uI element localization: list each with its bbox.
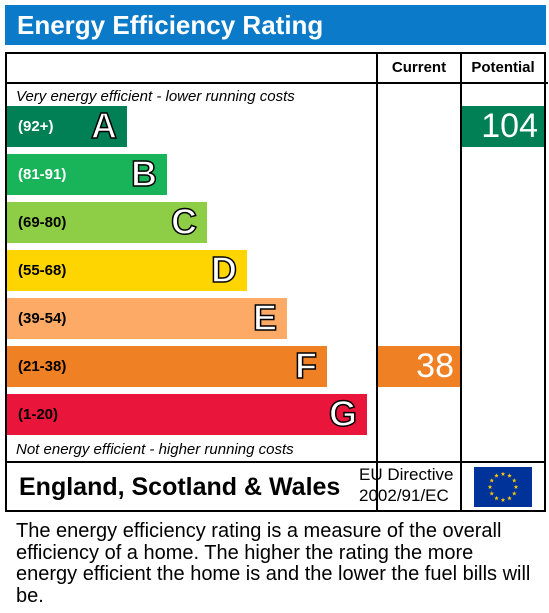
band-letter: C	[170, 200, 198, 243]
header-divider	[7, 82, 548, 84]
divider-current	[376, 54, 378, 510]
region-label: England, Scotland & Wales	[19, 473, 341, 501]
current-rating: 38	[378, 346, 460, 387]
divider-potential	[460, 54, 462, 510]
band-range-label: (81-91)	[18, 166, 67, 183]
eu-star-icon	[500, 497, 506, 502]
band-b: (81-91) B	[7, 152, 167, 195]
band-letter: F	[294, 344, 318, 387]
eu-flag-icon	[474, 467, 532, 507]
eu-star-icon	[494, 473, 499, 478]
eu-star-icon	[507, 495, 512, 501]
eu-directive-line2: 2002/91/EC	[359, 486, 449, 505]
eu-star-icon	[494, 495, 499, 501]
note-bottom: Not energy efficient - higher running co…	[16, 441, 294, 458]
band-range-label: (39-54)	[18, 310, 67, 327]
band-g: (1-20) G	[7, 392, 367, 435]
description: The energy efficiency rating is a measur…	[16, 520, 531, 607]
band-range-label: (55-68)	[18, 262, 67, 279]
potential-rating: 104	[462, 106, 544, 147]
band-a: (92+) A	[7, 104, 127, 147]
band-range-label: (92+)	[18, 118, 54, 135]
band-letter: A	[90, 104, 118, 147]
rating-table: Current Potential Very energy efficient …	[5, 52, 548, 512]
eu-star-icon	[511, 491, 517, 496]
note-top: Very energy efficient - lower running co…	[16, 88, 295, 105]
eu-star-icon	[511, 478, 517, 483]
band-d: (55-68) D	[7, 248, 247, 291]
band-letter: G	[328, 392, 358, 435]
band-c: (69-80) C	[7, 200, 207, 243]
band-f: (21-38) F	[7, 344, 327, 387]
eu-directive-line1: EU Directive	[359, 465, 454, 484]
current-column-header: Current	[391, 59, 447, 76]
band-letter: D	[210, 248, 238, 291]
eu-star-icon	[513, 484, 519, 489]
band-letter: B	[130, 152, 158, 195]
eu-star-icon	[500, 471, 506, 476]
eu-star-icon	[489, 478, 495, 483]
chart-title: Energy Efficiency Rating	[5, 5, 546, 45]
eu-directive: EU Directive 2002/91/EC	[359, 464, 453, 506]
footer-divider	[7, 461, 544, 463]
eu-star-icon	[487, 484, 493, 489]
eu-star-icon	[507, 473, 512, 478]
potential-column-header: Potential	[471, 59, 535, 76]
eu-star-icon	[489, 491, 495, 496]
band-range-label: (69-80)	[18, 214, 67, 231]
band-letter: E	[252, 296, 278, 339]
band-range-label: (21-38)	[18, 358, 67, 375]
band-e: (39-54) E	[7, 296, 287, 339]
band-range-label: (1-20)	[18, 406, 59, 423]
